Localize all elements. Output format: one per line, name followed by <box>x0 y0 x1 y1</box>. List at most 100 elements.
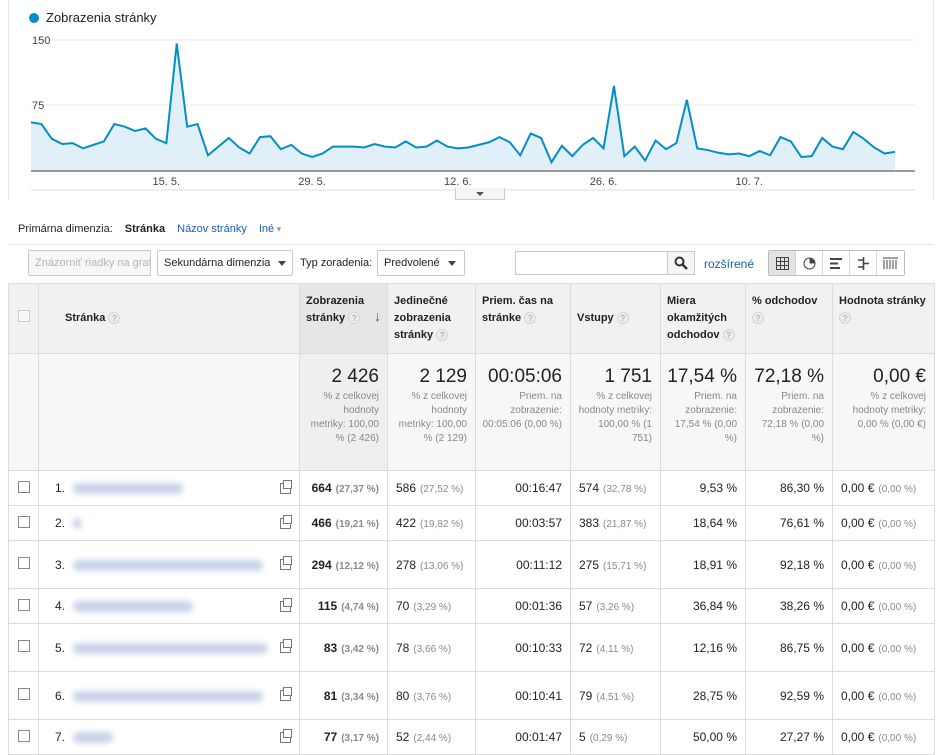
views-pct: (3,17 %) <box>341 733 379 744</box>
row-time: 00:16:47 <box>475 470 571 506</box>
pivot-view-button[interactable] <box>877 251 904 275</box>
page-path-link[interactable] <box>73 601 193 613</box>
col-unique-pageviews[interactable]: Jedinečné zobrazenia stránky ? <box>387 283 476 354</box>
page-value-pct: (0,00 %) <box>878 484 917 495</box>
col-avg-time[interactable]: Priem. čas na stránke ? <box>475 283 571 354</box>
chart-panel: 150 75 15. 5. 29. 5. 12. 6. 26. 6. 10. 7. Zobr… <box>8 0 934 200</box>
row-checkbox[interactable] <box>17 598 30 611</box>
row-checkbox[interactable] <box>17 640 30 652</box>
row-unique: 78 (3,66 %) <box>387 623 476 672</box>
page-path-link[interactable] <box>73 690 263 702</box>
exit-value: 38,26 % <box>779 599 824 613</box>
row-exit: 76,61 % <box>745 505 833 541</box>
col-pageviews[interactable]: Zobrazenia stránky ? ↓ <box>299 283 388 354</box>
unique-value: 52 <box>396 730 410 744</box>
row-checkbox[interactable] <box>17 557 30 569</box>
performance-view-button[interactable] <box>823 251 850 275</box>
row-exit: 27,27 % <box>745 719 833 755</box>
row-page-cell: 3. <box>38 540 300 589</box>
row-unique: 52 (2,44 %) <box>387 719 476 755</box>
secondary-dimension-dropdown[interactable]: Sekundárna dimenzia <box>157 250 293 276</box>
summary-row: 2 426 % z celkovej hodnoty metriky: 100,0… <box>8 353 935 471</box>
page-value: 0,00 € <box>841 688 875 703</box>
table-view-button[interactable] <box>769 251 796 275</box>
open-page-icon[interactable] <box>280 479 292 494</box>
row-value: 0,00 € (0,00 %) <box>832 623 935 672</box>
col-exit[interactable]: % odchodov? <box>745 283 833 354</box>
help-icon[interactable]: ? <box>616 312 629 325</box>
page-path-link[interactable] <box>73 559 263 571</box>
pie-view-button[interactable] <box>796 251 823 275</box>
plot-rows-button[interactable]: Znázorniť riadky na grafe <box>28 250 151 276</box>
summary-value: 1 751 <box>604 366 652 387</box>
search-button[interactable] <box>667 251 695 275</box>
summary-sub: % z celkovej hodnoty metriky: 0,00 % (0,… <box>852 391 926 430</box>
summary-value-col: 0,00 € % z celkovej hodnoty metriky: 0,00… <box>832 353 935 471</box>
dimension-page[interactable]: Stránka <box>124 223 166 235</box>
help-icon[interactable]: ? <box>524 312 537 325</box>
col-entrances[interactable]: Vstupy ? <box>570 283 661 354</box>
table-search-input[interactable] <box>515 251 668 275</box>
entrances-pct: (32,78 %) <box>603 484 647 495</box>
help-icon[interactable]: ? <box>839 312 851 325</box>
row-time: 00:01:47 <box>475 719 571 755</box>
col-bounce-label: Miera okamžitých odchodov <box>667 295 727 341</box>
entrances-value: 79 <box>579 688 593 703</box>
sort-type-dropdown[interactable]: Predvolené <box>377 250 465 276</box>
row-bounce: 18,91 % <box>660 540 746 589</box>
time-value: 00:10:33 <box>515 640 562 655</box>
data-table: Stránka ? Zobrazenia stránky ? ↓ Jedinečn… <box>8 283 935 755</box>
entrances-pct: (4,51 %) <box>596 691 635 703</box>
col-bounce-rate[interactable]: Miera okamžitých odchodov ? <box>660 283 746 354</box>
open-page-icon[interactable] <box>280 728 292 743</box>
row-number: 7. <box>55 730 66 744</box>
table-row: 1. 664 (27,37 %) 586 (27,52 %) 00:16:47 574 (32… <box>8 470 935 506</box>
row-checkbox[interactable] <box>17 729 30 742</box>
views-pct: (12,12 %) <box>335 560 379 572</box>
page-value: 0,00 € <box>841 481 875 495</box>
sort-desc-icon: ↓ <box>374 308 381 324</box>
help-icon[interactable]: ? <box>752 312 764 325</box>
table-toolbar: Znázorniť riadky na grafe Sekundárna dim… <box>28 250 912 276</box>
row-page-cell: 6. <box>38 671 300 720</box>
x-tick-label: 26. 6. <box>590 176 618 188</box>
col-entrances-label: Vstupy <box>577 312 614 324</box>
row-checkbox[interactable] <box>17 688 30 700</box>
views-value: 294 <box>311 557 332 572</box>
page-path-link[interactable] <box>73 732 113 744</box>
select-all-checkbox[interactable] <box>17 309 30 322</box>
page-path-link[interactable] <box>73 518 81 530</box>
open-page-icon[interactable] <box>280 514 292 529</box>
entrances-pct: (4,11 %) <box>596 643 634 655</box>
open-page-icon[interactable] <box>280 687 292 701</box>
col-page[interactable]: Stránka ? <box>38 283 300 354</box>
help-icon[interactable]: ? <box>722 329 735 342</box>
dimension-other-dropdown[interactable]: Iné <box>259 223 281 235</box>
page-path-link[interactable] <box>73 483 183 495</box>
open-page-icon[interactable] <box>280 639 292 653</box>
entrances-pct: (15,71 %) <box>603 560 647 572</box>
row-number: 3. <box>55 557 66 572</box>
help-icon[interactable]: ? <box>108 312 121 325</box>
row-checkbox[interactable] <box>17 480 30 493</box>
help-icon[interactable]: ? <box>436 329 449 342</box>
advanced-filter-link[interactable]: rozšírené <box>704 257 755 271</box>
page-path-link[interactable] <box>73 642 268 654</box>
time-value: 00:11:12 <box>516 557 562 572</box>
help-icon[interactable]: ? <box>348 312 361 325</box>
col-page-value[interactable]: Hodnota stránky? <box>832 283 935 354</box>
unique-pct: (13,06 %) <box>420 560 464 572</box>
collapse-chart-button[interactable] <box>455 188 505 200</box>
page-value: 0,00 € <box>841 640 875 655</box>
open-page-icon[interactable] <box>280 556 292 570</box>
summary-value: 2 426 <box>331 366 379 387</box>
dimension-page-title[interactable]: Názov stránky <box>177 223 247 235</box>
comparison-view-button[interactable] <box>850 251 877 275</box>
open-page-icon[interactable] <box>280 597 292 612</box>
views-value: 664 <box>311 481 332 495</box>
row-checkbox[interactable] <box>17 515 30 528</box>
col-exit-label: % odchodov <box>752 295 818 307</box>
bounce-value: 12,16 % <box>692 640 737 655</box>
y-tick-label: 150 <box>32 35 50 47</box>
summary-value: 0,00 € <box>873 366 926 387</box>
